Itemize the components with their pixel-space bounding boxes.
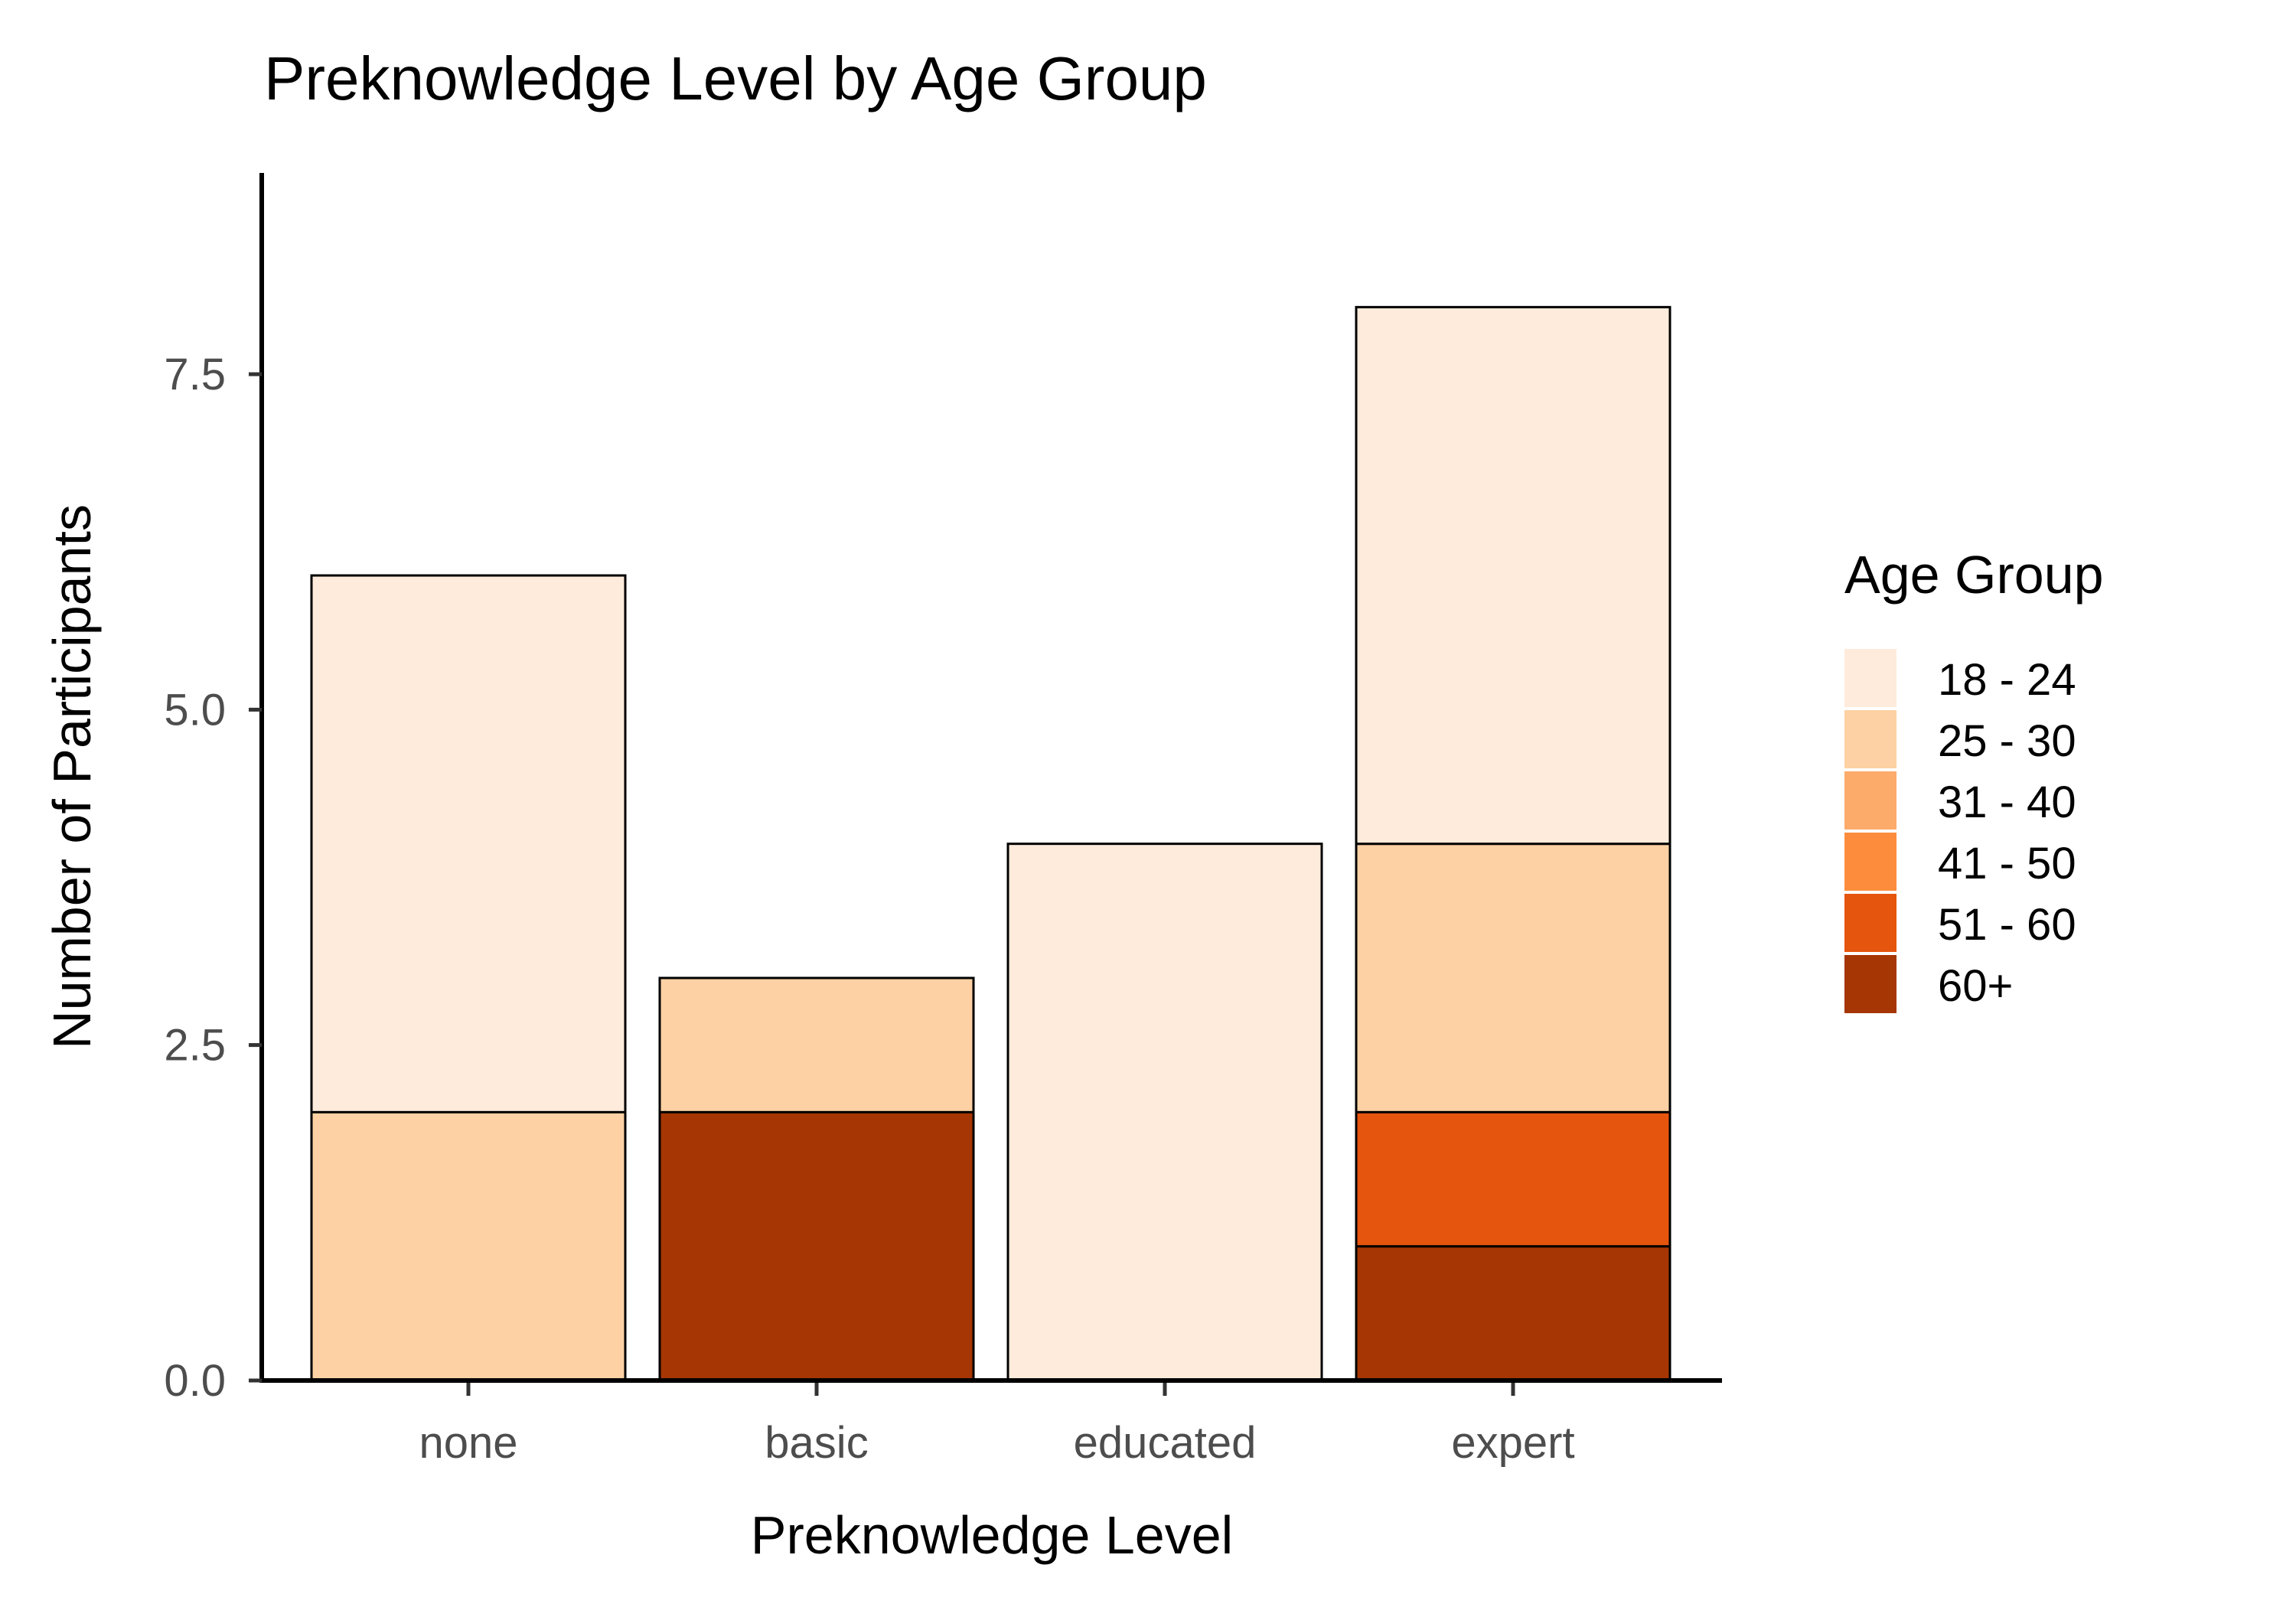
bar-segment-expert-60+: [1355, 1245, 1671, 1382]
bar-segment-none-18-24: [310, 574, 627, 1113]
y-tick-label: 0.0: [164, 1356, 226, 1406]
bar-segment-none-25-30: [310, 1110, 627, 1382]
legend-key-31-40: [1844, 771, 1896, 830]
bar-segment-expert-18-24: [1355, 305, 1671, 846]
legend-label: 60+: [1938, 961, 2013, 1011]
legend-label: 51 - 60: [1938, 900, 2076, 950]
legend-key-41-50: [1844, 833, 1896, 891]
y-axis-title: Number of Participants: [42, 504, 102, 1049]
legend-label: 18 - 24: [1938, 655, 2076, 705]
x-tick-label-basic: basic: [765, 1418, 868, 1468]
y-tick-label: 2.5: [164, 1021, 226, 1071]
bars-group: [310, 305, 1671, 1382]
bar-segment-basic-60+: [658, 1110, 975, 1382]
chart-title: Preknowledge Level by Age Group: [264, 44, 1207, 112]
legend: 18 - 24 25 - 30 31 - 40 41 - 50 51 - 60 60+: [1844, 649, 2076, 1013]
y-ticks-group: 0.0 2.5 5.0 7.5: [164, 350, 262, 1406]
x-tick-label-educated: educated: [1074, 1418, 1257, 1468]
legend-label: 41 - 50: [1938, 839, 2076, 888]
legend-label: 25 - 30: [1938, 716, 2076, 766]
x-axis-title: Preknowledge Level: [751, 1505, 1233, 1565]
x-tick-label-expert: expert: [1451, 1418, 1574, 1468]
x-tick-label-none: none: [419, 1418, 517, 1468]
legend-key-60+: [1844, 955, 1896, 1013]
y-tick-label: 5.0: [164, 685, 226, 735]
legend-key-25-30: [1844, 710, 1896, 768]
bar-segment-expert-25-30: [1355, 843, 1671, 1113]
legend-title: Age Group: [1844, 545, 2104, 605]
legend-label: 31 - 40: [1938, 777, 2076, 827]
legend-key-18-24: [1844, 649, 1896, 707]
legend-key-51-60: [1844, 894, 1896, 952]
bar-segment-expert-51-60: [1355, 1110, 1671, 1248]
x-ticks-group: none basic educated expert: [419, 1383, 1575, 1468]
y-tick-label: 7.5: [164, 350, 226, 399]
bar-segment-educated-18-24: [1006, 843, 1323, 1382]
bar-segment-basic-25-30: [658, 976, 975, 1113]
